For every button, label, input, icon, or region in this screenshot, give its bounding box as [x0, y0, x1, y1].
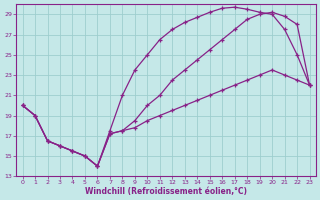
X-axis label: Windchill (Refroidissement éolien,°C): Windchill (Refroidissement éolien,°C) [85, 187, 247, 196]
